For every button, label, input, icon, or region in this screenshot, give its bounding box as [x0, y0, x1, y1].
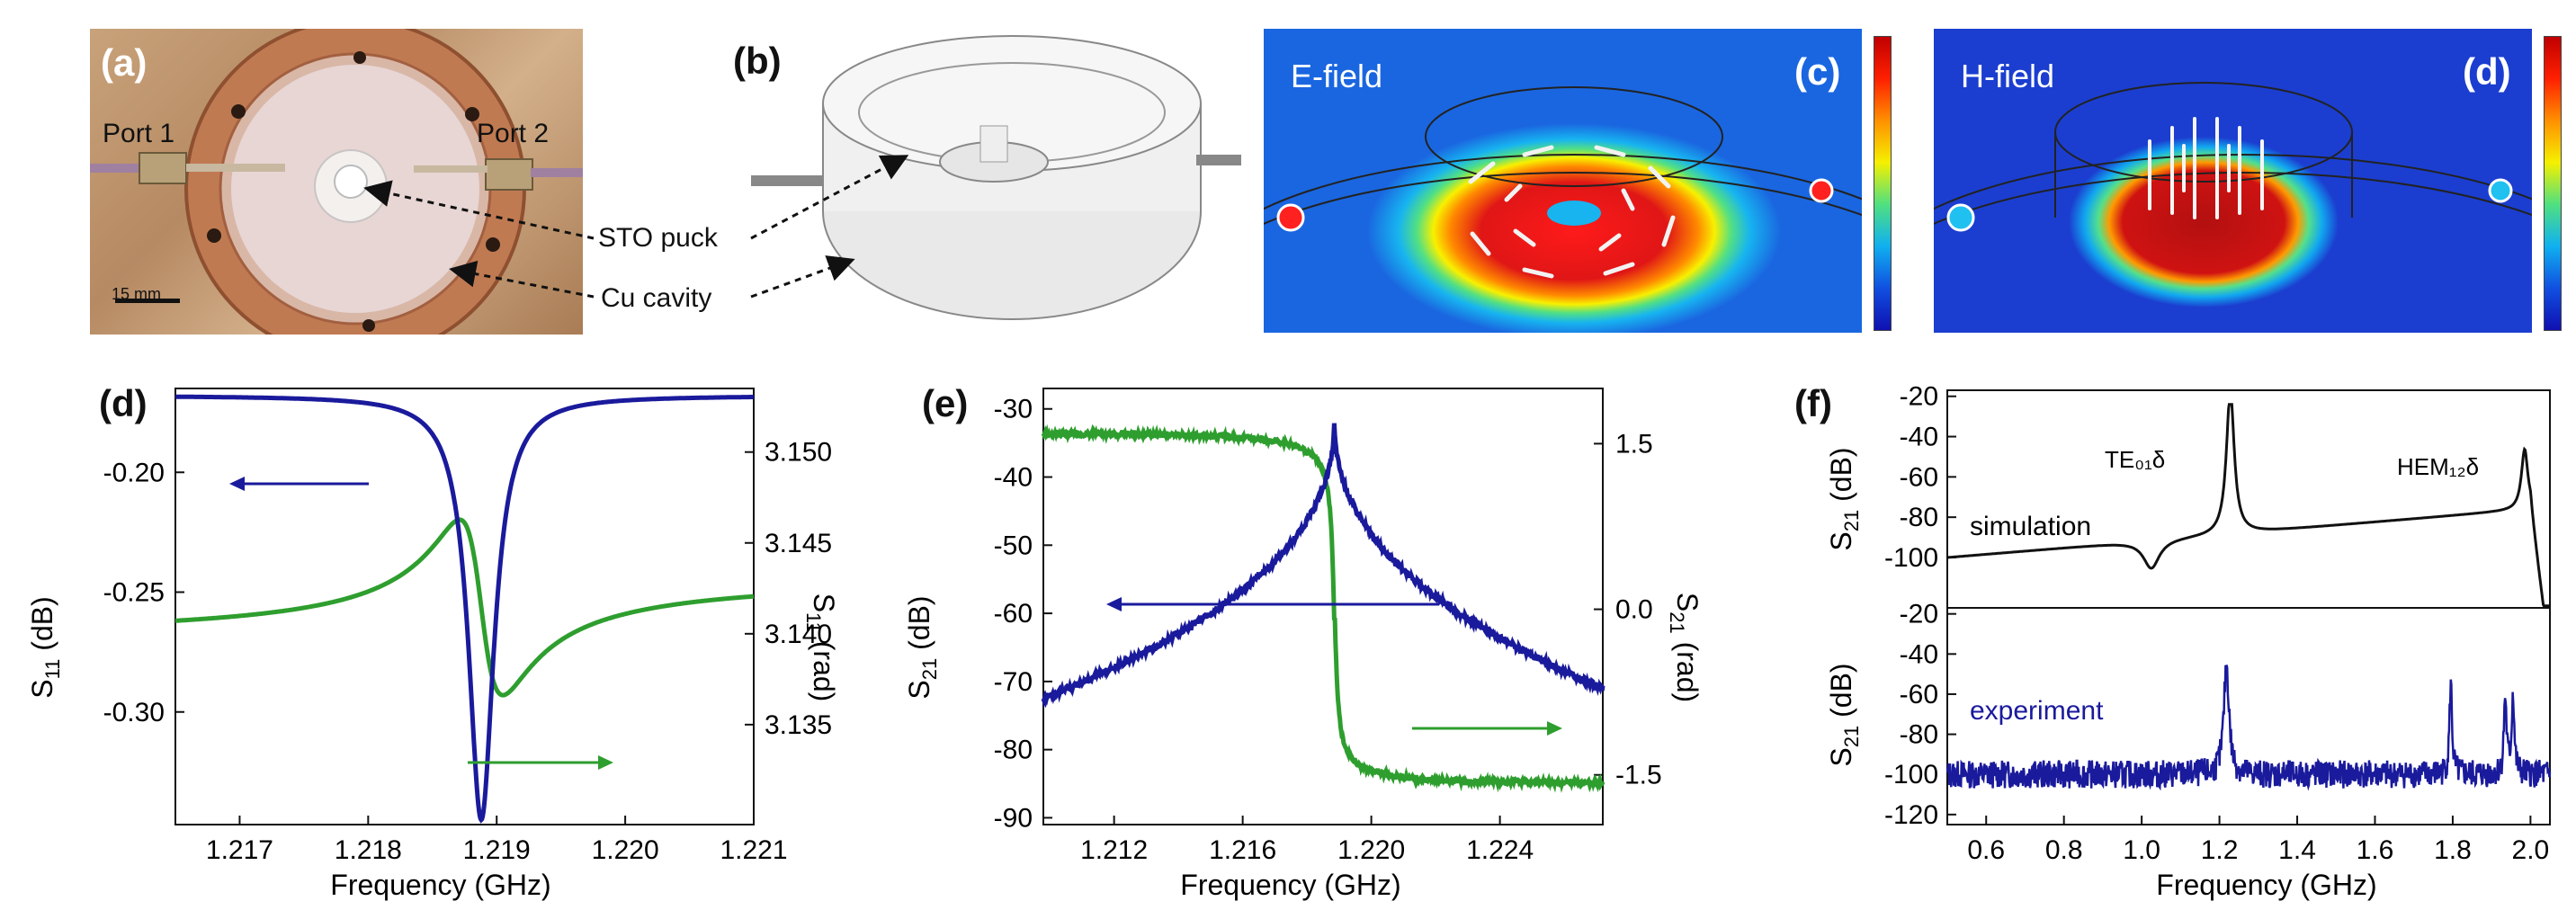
h-field-title: H-field	[1961, 58, 2055, 94]
e-y-right-label: S21 (rad)	[1666, 593, 1704, 702]
port1-label: Port 1	[103, 119, 175, 148]
e-field-overlay	[1264, 86, 1862, 279]
f-y-tick-label: -100	[1884, 760, 1938, 790]
cu-cavity-label: Cu cavity	[601, 283, 712, 313]
d-y-right-label: S11 (rad)	[802, 593, 840, 702]
e-x-tick-label: 1.216	[1209, 835, 1276, 865]
f-x-tick-label: 1.4	[2278, 835, 2316, 865]
d-yr-tick-label: 3.140	[765, 620, 832, 649]
e-yl-tick-label: -70	[994, 667, 1033, 697]
h-field-overlay	[1934, 82, 2532, 232]
f-x-tick-label: 0.6	[1967, 835, 2005, 865]
f-x-tick-label: 1.6	[2357, 835, 2394, 865]
e-magnitude-line	[1041, 423, 1606, 709]
f-y-tick-label: -40	[1900, 639, 1938, 669]
d-yr-tick-label: 3.135	[765, 710, 832, 740]
hem-mode-label: HEM₁₂δ	[2397, 453, 2479, 480]
f-y-tick-label: -120	[1884, 800, 1938, 830]
broadband-chart: -20 -40 -60 -80 -100 -20 -40 -60 -80 -100 -120 0.6 0…	[1825, 382, 2552, 901]
e-yl-tick-label: -40	[994, 463, 1033, 493]
simulation-label: simulation	[1970, 512, 2091, 541]
e-yl-tick-label: -60	[994, 599, 1033, 629]
d-magnitude-line	[175, 394, 754, 824]
e-yr-tick-label: 1.5	[1615, 429, 1653, 459]
e-yl-tick-label: -30	[994, 395, 1033, 424]
e-x-tick-label: 1.212	[1080, 835, 1148, 865]
f-y-tick-label: -60	[1900, 680, 1938, 709]
d-left-arrowhead	[229, 477, 245, 491]
f-y-top-label: S21 (dB)	[1825, 447, 1863, 550]
panel-e-label: (e)	[922, 382, 969, 424]
f-experiment-line	[1945, 665, 2552, 791]
panel-a-label: (a)	[101, 41, 148, 84]
photo-panel: (a) Port 1 Port 2 15 mm	[90, 29, 583, 335]
e-x-tick-label: 1.220	[1337, 835, 1405, 865]
panel-d-label: (d)	[99, 382, 148, 424]
e-yl-tick-label: -90	[994, 803, 1033, 833]
f-y-tick-label: -80	[1900, 720, 1938, 750]
f-y-tick-label: -80	[1900, 503, 1938, 532]
e-yr-tick-label: 0.0	[1615, 595, 1653, 625]
s11-chart: 1.217 1.218 1.219 1.220 1.221 -0.20 -0.25 -0.30…	[26, 388, 840, 901]
port2-label: Port 2	[477, 119, 550, 148]
cavity-photo	[90, 29, 583, 335]
panel-c-label: (c)	[1794, 50, 1841, 93]
panel-f-label: (f)	[1794, 382, 1832, 424]
f-x-tick-label: 2.0	[2512, 835, 2550, 865]
d-plot-frame	[174, 388, 755, 825]
f-x-tick-label: 0.8	[2045, 835, 2083, 865]
d-x-tick-label: 1.218	[335, 835, 402, 865]
d-yr-tick-label: 3.145	[765, 529, 832, 558]
e-y-left-label: S21 (dB)	[903, 595, 941, 699]
e-field-panel: E-field (c)	[1264, 29, 1862, 333]
d-x-tick-label: 1.220	[592, 835, 659, 865]
panel-d-field-label: (d)	[2463, 50, 2511, 93]
d-right-arrowhead	[598, 755, 613, 770]
f-y-tick-label: -60	[1900, 462, 1938, 492]
f-y-tick-label: -100	[1884, 543, 1938, 573]
panel-b-label: (b)	[733, 40, 782, 82]
f-y-tick-label: -20	[1900, 600, 1938, 629]
e-plot-frame	[1042, 388, 1604, 825]
h-field-colorbar	[2544, 36, 2562, 331]
e-field-title: E-field	[1291, 58, 1383, 94]
d-x-axis-label: Frequency (GHz)	[330, 869, 550, 901]
f-y-tick-label: -40	[1900, 423, 1938, 452]
te-mode-label: TE₀₁δ	[2105, 446, 2165, 473]
f-simulation-line	[1946, 403, 2550, 608]
d-yl-tick-label: -0.30	[103, 698, 165, 727]
e-phase-line	[1041, 424, 1606, 793]
e-yl-tick-label: -50	[994, 531, 1033, 560]
f-y-tick-label: -20	[1900, 382, 1938, 412]
d-x-tick-label: 1.217	[206, 835, 273, 865]
e-x-tick-label: 1.224	[1466, 835, 1534, 865]
d-x-tick-label: 1.221	[720, 835, 787, 865]
h-field-panel: H-field (d)	[1934, 29, 2532, 333]
s21-chart: 1.212 1.216 1.220 1.224 -30 -40 -50 -60 -70 -80 -9…	[903, 388, 1704, 901]
f-x-axis-label: Frequency (GHz)	[2156, 869, 2376, 901]
d-y-left-label: S11 (dB)	[26, 596, 64, 699]
e-left-arrowhead	[1106, 597, 1122, 611]
e-yr-tick-label: -1.5	[1615, 761, 1662, 790]
d-phase-line	[175, 517, 755, 698]
e-yl-tick-label: -80	[994, 736, 1033, 765]
f-x-tick-label: 1.2	[2201, 835, 2239, 865]
experiment-label: experiment	[1970, 696, 2104, 726]
f-x-tick-label: 1.0	[2123, 835, 2160, 865]
d-x-tick-label: 1.219	[463, 835, 531, 865]
e-right-arrowhead	[1547, 721, 1562, 736]
sto-puck-label: STO puck	[598, 223, 718, 253]
e-field-colorbar	[1874, 36, 1892, 331]
d-yr-tick-label: 3.150	[765, 438, 832, 468]
d-yl-tick-label: -0.25	[103, 578, 165, 608]
d-yl-tick-label: -0.20	[103, 458, 165, 487]
e-x-axis-label: Frequency (GHz)	[1180, 869, 1400, 901]
f-y-bottom-label: S21 (dB)	[1825, 663, 1863, 766]
f-x-tick-label: 1.8	[2434, 835, 2472, 865]
annotation-arrows	[363, 155, 909, 299]
scale-bar-label: 15 mm	[112, 285, 162, 303]
